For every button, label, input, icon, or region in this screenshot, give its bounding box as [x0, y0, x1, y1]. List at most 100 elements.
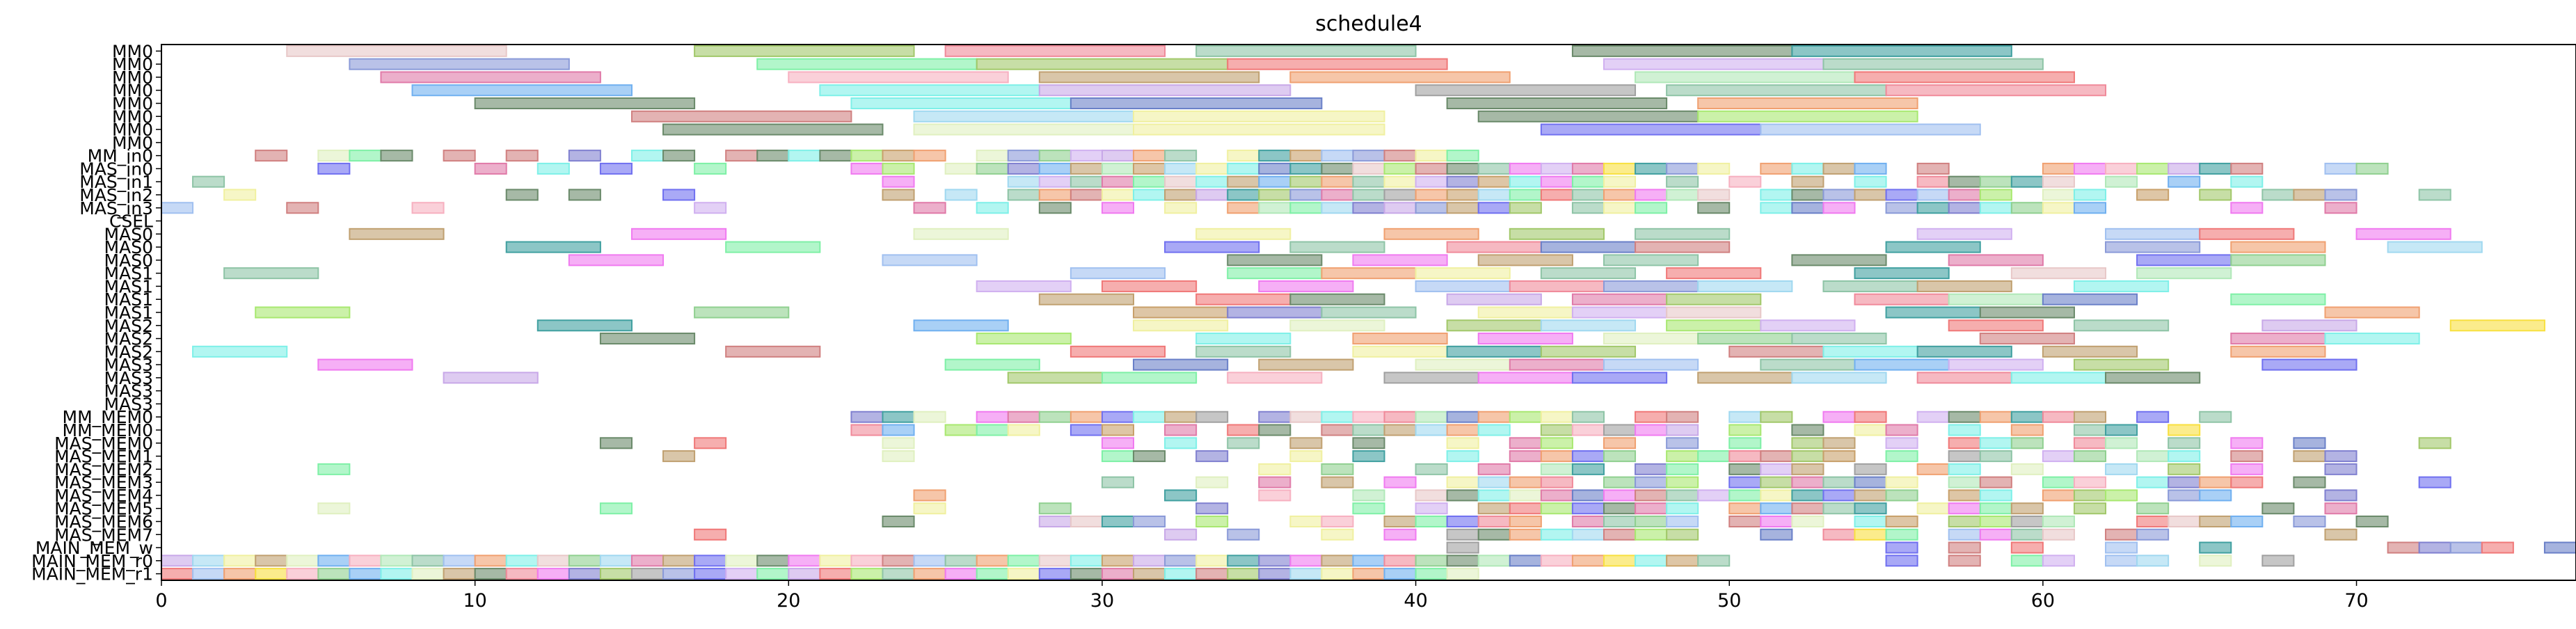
schedule-bar — [2105, 489, 2138, 502]
schedule-bar — [1635, 528, 1668, 541]
schedule-bar — [1760, 411, 1793, 423]
schedule-bar — [1666, 555, 1699, 567]
schedule-bar — [1007, 162, 1040, 175]
schedule-bar — [694, 528, 727, 541]
schedule-bar — [1038, 175, 1072, 188]
schedule-bar — [1415, 489, 1448, 502]
schedule-bar — [1571, 189, 1605, 201]
schedule-bar — [1383, 424, 1417, 436]
y-tick-label: MAS_MEM4 — [54, 486, 153, 506]
schedule-bar — [1007, 175, 1040, 188]
schedule-bar — [1415, 358, 1511, 371]
y-tick-label: MM0 — [112, 94, 153, 114]
schedule-bar — [1666, 175, 1699, 188]
schedule-bar — [2136, 502, 2170, 515]
y-tick-label: MAS_in0 — [79, 159, 153, 179]
schedule-bar — [536, 319, 633, 332]
schedule-bar — [1635, 424, 1668, 436]
schedule-bar — [788, 71, 1009, 83]
schedule-bar — [1101, 162, 1135, 175]
schedule-bar — [1289, 555, 1323, 567]
schedule-bar — [1979, 450, 2012, 463]
schedule-bar — [2293, 189, 2326, 201]
schedule-bar — [725, 555, 758, 567]
schedule-bar — [1477, 175, 1511, 188]
schedule-bar — [1227, 267, 1323, 280]
schedule-bar — [944, 424, 978, 436]
schedule-bar — [2293, 515, 2326, 527]
schedule-bar — [2168, 437, 2201, 449]
schedule-bar — [1038, 555, 1072, 567]
schedule-bar — [1603, 358, 1699, 371]
schedule-bar — [630, 568, 665, 580]
schedule-bar — [1885, 528, 1918, 541]
schedule-bar — [505, 555, 539, 567]
schedule-bar — [599, 437, 633, 449]
schedule-bar — [1760, 189, 1793, 201]
schedule-bar — [976, 555, 1009, 567]
schedule-bar — [443, 555, 476, 567]
schedule-bar — [1038, 202, 1072, 214]
y-tick-label: MAS_MEM0 — [54, 433, 153, 454]
schedule-bar — [1509, 437, 1542, 449]
schedule-bar — [913, 319, 1009, 332]
schedule-bar — [630, 110, 852, 122]
schedule-bar — [1195, 345, 1291, 358]
schedule-bar — [317, 162, 351, 175]
schedule-bar — [1446, 189, 1479, 201]
schedule-bar — [474, 162, 507, 175]
schedule-bar — [2230, 463, 2264, 475]
schedule-bar — [1289, 189, 1323, 201]
schedule-bar — [1885, 241, 1981, 253]
schedule-bar — [1603, 175, 1637, 188]
schedule-bar — [2199, 515, 2232, 527]
schedule-bar — [1352, 345, 1448, 358]
schedule-bar — [1070, 150, 1103, 162]
schedule-bar — [2073, 189, 2107, 201]
schedule-bar — [1666, 489, 1699, 502]
schedule-bar — [2042, 162, 2075, 175]
schedule-bar — [2355, 515, 2389, 527]
schedule-bar — [380, 71, 601, 83]
schedule-bar — [1227, 254, 1323, 266]
schedule-bar — [1101, 555, 1135, 567]
schedule-bar — [1540, 437, 1573, 449]
schedule-bar — [1603, 202, 1637, 214]
schedule-bar — [1571, 175, 1605, 188]
schedule-bar — [1352, 254, 1448, 266]
schedule-bar — [1916, 372, 2012, 384]
schedule-bar — [1289, 202, 1323, 214]
schedule-bar — [1666, 189, 1699, 201]
schedule-bar — [2355, 228, 2451, 240]
schedule-bar — [1101, 150, 1135, 162]
schedule-bar — [2010, 502, 2044, 515]
schedule-bar — [1133, 411, 1166, 423]
schedule-bar — [1603, 333, 1699, 345]
schedule-bar — [1666, 502, 1699, 515]
schedule-bar — [1948, 254, 2044, 266]
schedule-bar — [1571, 162, 1605, 175]
schedule-bar — [1258, 411, 1291, 423]
schedule-bar — [2042, 528, 2075, 541]
schedule-bar — [1728, 411, 1762, 423]
schedule-bar — [1822, 58, 2044, 70]
schedule-bar — [1195, 515, 1229, 527]
schedule-bar — [1916, 280, 2012, 292]
schedule-bar — [1477, 476, 1511, 488]
schedule-bar — [1101, 437, 1135, 449]
schedule-bar — [2418, 476, 2451, 488]
y-tick-label: MAS_MEM3 — [54, 472, 153, 493]
schedule-bar — [1321, 463, 1354, 475]
schedule-bar — [1038, 71, 1260, 83]
schedule-bar — [1666, 293, 1762, 305]
schedule-bar — [2418, 541, 2451, 554]
schedule-bar — [536, 568, 570, 580]
schedule-bar — [2324, 333, 2420, 345]
schedule-bar — [1133, 450, 1166, 463]
schedule-bar — [1321, 528, 1354, 541]
chart-title: schedule4 — [1315, 12, 1422, 36]
x-tick-label: 50 — [1717, 590, 1741, 612]
schedule-bar — [1227, 162, 1260, 175]
schedule-bar — [1164, 528, 1198, 541]
schedule-bar — [1760, 502, 1793, 515]
